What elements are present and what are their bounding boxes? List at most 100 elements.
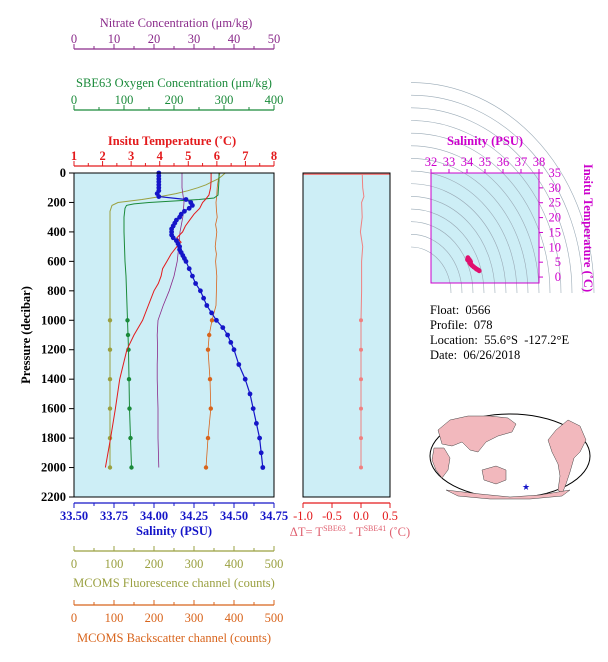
pressure-axis-label: Pressure (decibar): [19, 286, 33, 384]
salinity-point: [257, 435, 262, 441]
temperature-axis-tick-label: 5: [185, 149, 191, 163]
delta-t-series: [303, 172, 390, 470]
ts-salinity-tick-label: 34: [461, 155, 474, 169]
delta-t-tick-label: -0.5: [322, 509, 342, 523]
oxygen-axis-tick-label: 300: [215, 93, 234, 107]
map-land-antarctica: [445, 489, 571, 500]
delta-t-label-b: - T: [346, 525, 364, 539]
fluorescence-point: [107, 318, 113, 323]
ts-density-contour: [410, 145, 540, 294]
backscatter-profile-line: [205, 172, 221, 468]
salinity-point: [177, 214, 183, 220]
oxygen-axis-tick-label: 400: [265, 93, 284, 107]
ts-density-contour: [410, 158, 529, 294]
ts-point: [476, 268, 482, 274]
nitrate-axis-label: Nitrate Concentration (μm/kg): [100, 16, 253, 30]
nitrate-profile-line: [156, 173, 185, 468]
salinity-point: [214, 317, 219, 323]
main-plot-frame: [73, 172, 275, 498]
nitrate-axis-tick-label: 30: [188, 32, 201, 46]
delta-t-line: [359, 172, 365, 468]
salinity-point: [242, 376, 248, 382]
ts-density-contour: [410, 234, 463, 294]
ts-salinity-tick-label: 33: [443, 155, 456, 169]
ts-points: [465, 255, 482, 274]
delta-t-label-unit: (˚C): [386, 525, 410, 539]
ts-density-contour: [410, 246, 452, 294]
ts-density-contour: [410, 94, 584, 294]
salinity-point: [247, 391, 253, 397]
ts-temperature-tick-label: 10: [549, 240, 562, 254]
salinity-point: [204, 303, 210, 308]
ts-density-contours: [410, 82, 595, 294]
ts-salinity-tick-label: 32: [425, 155, 438, 169]
ts-density-contour: [410, 196, 496, 294]
temperature-axis-label: Insitu Temperature (˚C): [108, 134, 236, 148]
nitrate-axis: 0 10 20 30 40 50: [71, 32, 281, 50]
salinity-point: [190, 203, 195, 208]
map-land-africa: [431, 447, 451, 479]
backscatter-point: [207, 332, 212, 338]
fluorescence-point: [107, 347, 113, 352]
nitrate-axis-tick-label: 0: [71, 32, 77, 46]
oxygen-axis-label: SBE63 Oxygen Concentration (μm/kg): [76, 76, 272, 90]
ts-temperature-axis-label: Insitu Temperature (˚C): [581, 164, 595, 292]
pressure-axis-tick-label: 2000: [41, 461, 66, 475]
salinity-point: [250, 406, 256, 411]
oxygen-point: [127, 406, 132, 411]
delta-t-point: [359, 436, 363, 441]
fluorescence-axis-tick-label: 300: [185, 557, 204, 571]
nitrate-axis-tick-label: 10: [108, 32, 121, 46]
backscatter-point: [209, 318, 215, 323]
fluorescence-axis-tick-label: 500: [265, 557, 284, 571]
delta-t-tick-label: 0.0: [353, 509, 369, 523]
pressure-axis-tick-label: 1600: [41, 402, 66, 416]
delta-t-axis: -1.0 -0.5 0.0 0.5: [293, 502, 398, 523]
float-location-marker-icon: ★: [522, 482, 530, 492]
temperature-axis-tick-label: 1: [71, 149, 77, 163]
ts-density-contour: [410, 132, 551, 294]
temperature-axis-tick-label: 4: [157, 149, 164, 163]
delta-t-label-sup1: SBE63: [323, 524, 346, 533]
delta-t-point: [359, 406, 363, 411]
salinity-point: [231, 347, 237, 353]
oxygen-axis-tick-label: 0: [71, 93, 77, 107]
oxygen-point: [125, 332, 131, 338]
temperature-axis-tick-label: 7: [242, 149, 248, 163]
ts-salinity-axis-label: Salinity (PSU): [447, 134, 523, 148]
backscatter-point: [208, 406, 213, 411]
backscatter-axis-tick-label: 100: [105, 611, 124, 625]
salinity-point: [198, 288, 203, 294]
temperature-axis-tick-label: 3: [128, 149, 134, 163]
delta-t-tick-label: 0.5: [382, 509, 398, 523]
ts-temperature-tick-label: 15: [549, 225, 562, 239]
backscatter-axis-label: MCOMS Backscatter channel (counts): [77, 631, 271, 645]
temperature-axis: 1 2 3 4 5 6 7 8: [71, 149, 277, 167]
backscatter-axis-tick-label: 500: [265, 611, 284, 625]
oxygen-point: [128, 435, 133, 441]
pressure-axis-tick-label: 1200: [41, 343, 66, 357]
backscatter-axis-tick-label: 200: [145, 611, 164, 625]
pressure-axis-tick-label: 1000: [41, 313, 66, 327]
pressure-axis-tick-label: 2200: [41, 490, 66, 504]
salinity-point: [258, 450, 264, 456]
temperature-profile-line: [104, 173, 212, 468]
fluorescence-point: [107, 377, 113, 382]
fluorescence-axis-tick-label: 400: [225, 557, 244, 571]
backscatter-point: [207, 377, 213, 382]
salinity-point: [190, 273, 195, 279]
ts-density-contour: [410, 120, 562, 294]
ts-salinity-tick-label: 36: [497, 155, 510, 169]
nitrate-axis-tick-label: 50: [268, 32, 281, 46]
salinity-point: [170, 235, 176, 241]
oxygen-point: [125, 318, 130, 323]
backscatter-axis-tick-label: 0: [71, 611, 77, 625]
profile-date: Date: 06/26/2018: [430, 348, 521, 362]
backscatter-axis: 0 100 200 300 400 500: [71, 600, 284, 625]
salinity-point: [236, 362, 242, 367]
oxygen-point: [126, 377, 132, 382]
ts-temperature-tick-label: 25: [549, 196, 562, 210]
salinity-point: [228, 340, 234, 345]
